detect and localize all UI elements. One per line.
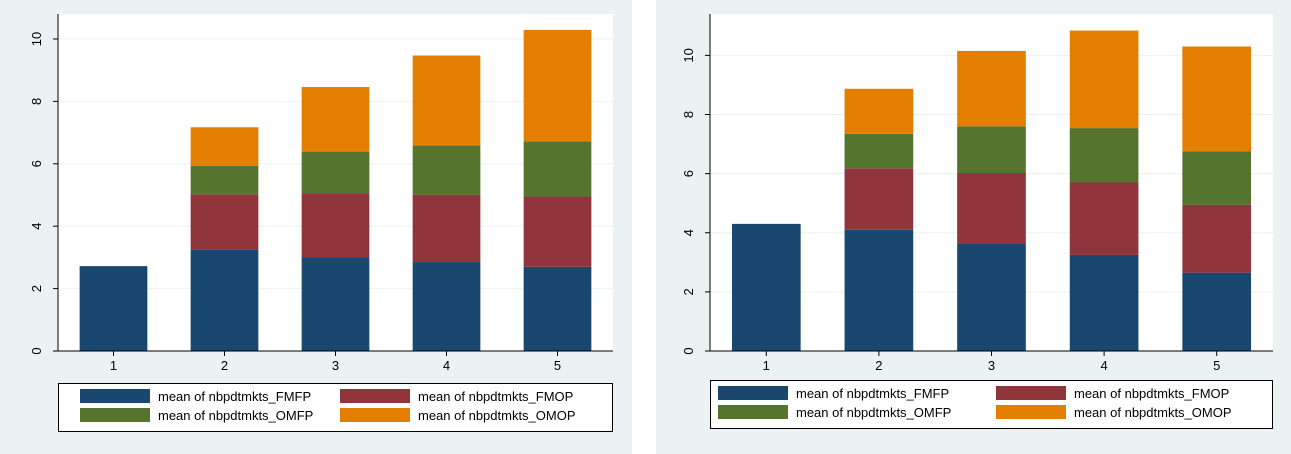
y-tick-label: 8 [681, 111, 696, 118]
x-tick-label: 2 [221, 358, 228, 373]
y-tick-label: 6 [681, 170, 696, 177]
x-tick-label: 5 [1213, 358, 1220, 373]
bar-fmfp-5 [1182, 272, 1252, 351]
bar-omop-4 [1069, 30, 1139, 129]
bar-fmop-5 [1182, 204, 1252, 273]
legend-label-omfp: mean of nbpdtmkts_OMFP [158, 408, 313, 423]
bar-fmop-4 [412, 194, 481, 263]
y-tick-label: 2 [29, 285, 44, 292]
legend-swatch-fmop [996, 386, 1066, 400]
legend-swatch-omfp [718, 405, 788, 419]
bar-fmfp-2 [844, 229, 914, 351]
x-tick-label: 2 [875, 358, 882, 373]
legend-swatch-fmop [340, 389, 410, 403]
bar-fmfp-3 [301, 257, 370, 351]
bar-fmop-2 [844, 168, 914, 230]
bar-omop-3 [957, 50, 1026, 127]
bar-fmfp-1 [79, 266, 148, 351]
x-tick-label: 1 [110, 358, 117, 373]
bar-fmfp-4 [412, 262, 481, 351]
bar-fmfp-4 [1069, 254, 1139, 351]
y-tick-label: 6 [29, 160, 44, 167]
bar-omfp-2 [190, 165, 259, 195]
bar-fmop-3 [301, 193, 370, 258]
y-tick-label: 4 [29, 223, 44, 230]
bar-omop-2 [190, 127, 259, 166]
bar-omfp-3 [301, 151, 370, 194]
bar-fmfp-5 [523, 266, 592, 351]
legend [710, 380, 1273, 429]
y-tick-label: 10 [29, 32, 44, 46]
bar-omfp-4 [412, 145, 481, 195]
bar-omop-3 [301, 87, 370, 152]
y-tick-label: 0 [681, 347, 696, 354]
legend-label-omop: mean of nbpdtmkts_OMOP [418, 408, 576, 423]
bar-omfp-4 [1069, 128, 1139, 183]
y-tick-label: 4 [681, 229, 696, 236]
bar-fmop-5 [523, 196, 592, 267]
legend-swatch-omfp [80, 408, 150, 422]
x-tick-label: 1 [763, 358, 770, 373]
bar-fmop-3 [957, 173, 1026, 244]
bar-omop-4 [412, 55, 481, 146]
legend-label-omfp: mean of nbpdtmkts_OMFP [796, 405, 951, 420]
bar-omop-5 [1182, 46, 1252, 152]
y-tick-label: 0 [29, 347, 44, 354]
x-tick-label: 3 [988, 358, 995, 373]
legend-swatch-fmfp [80, 389, 150, 403]
x-tick-label: 4 [1100, 358, 1107, 373]
legend-label-omop: mean of nbpdtmkts_OMOP [1074, 405, 1232, 420]
bar-omfp-2 [844, 133, 914, 169]
legend-swatch-omop [340, 408, 410, 422]
x-tick-label: 3 [332, 358, 339, 373]
bar-omop-2 [844, 88, 914, 134]
legend-label-fmfp: mean of nbpdtmkts_FMFP [158, 389, 311, 404]
bar-fmop-2 [190, 194, 259, 250]
bar-fmfp-3 [957, 243, 1026, 351]
x-tick-label: 5 [554, 358, 561, 373]
y-tick-label: 10 [681, 48, 696, 62]
bar-fmop-4 [1069, 182, 1139, 255]
legend-label-fmop: mean of nbpdtmkts_FMOP [418, 389, 573, 404]
y-tick-label: 2 [681, 288, 696, 295]
x-tick-label: 4 [443, 358, 450, 373]
bar-omop-5 [523, 29, 592, 142]
bar-omfp-3 [957, 126, 1026, 174]
bar-fmfp-1 [731, 223, 801, 351]
bar-omfp-5 [1182, 151, 1252, 205]
legend-swatch-omop [996, 405, 1066, 419]
chart-panel-left: 0 2 4 6 8 10 1 2 3 4 5 mean of nbpdtmkts_FMFP mean o… [0, 0, 632, 454]
legend-label-fmfp: mean of nbpdtmkts_FMFP [796, 386, 949, 401]
legend [58, 383, 613, 432]
bar-omfp-5 [523, 141, 592, 197]
chart-panel-right: 0 2 4 6 8 10 1 2 3 4 5 mean of nbpdtmkts_FMFP mean o… [656, 0, 1291, 454]
bar-fmfp-2 [190, 249, 259, 351]
legend-label-fmop: mean of nbpdtmkts_FMOP [1074, 386, 1229, 401]
legend-swatch-fmfp [718, 386, 788, 400]
y-tick-label: 8 [29, 98, 44, 105]
